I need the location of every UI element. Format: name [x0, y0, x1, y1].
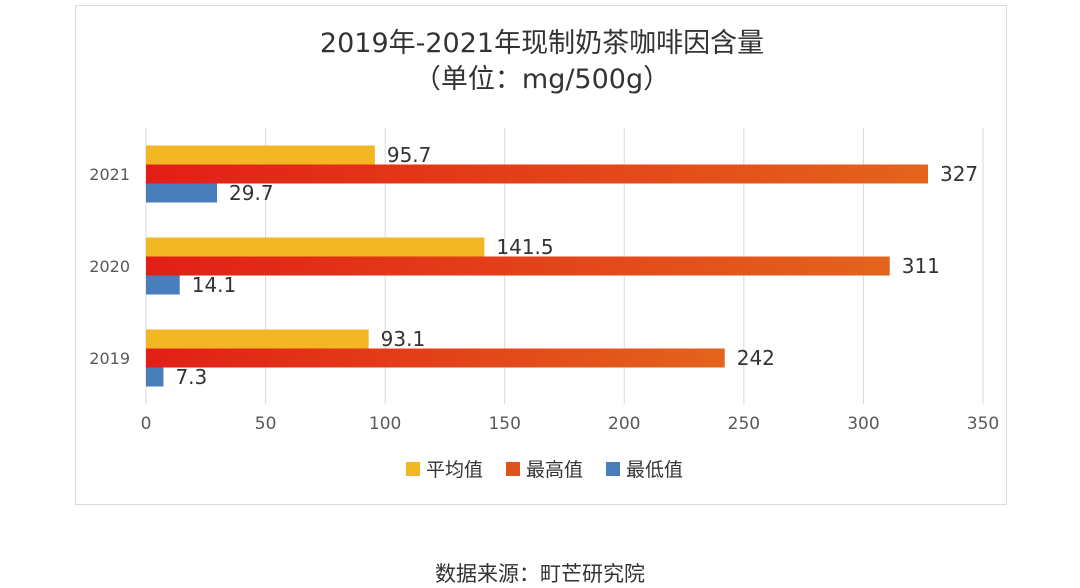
legend-swatch	[406, 462, 420, 476]
data-label: 141.5	[496, 235, 553, 259]
legend-swatch	[506, 462, 520, 476]
avg-bar	[146, 145, 375, 165]
x-tick-label: 150	[488, 414, 520, 434]
max-bar	[146, 256, 890, 276]
x-tick-label: 100	[369, 414, 401, 434]
bar-chart: 2019年-2021年现制奶茶咖啡因含量 （单位：mg/500g） 0 50 100…	[89, 28, 999, 481]
category-label: 2019	[89, 349, 130, 368]
x-tick-label: 200	[608, 414, 640, 434]
max-bar	[146, 348, 725, 368]
min-bar	[146, 367, 164, 387]
data-label: 29.7	[229, 181, 274, 205]
x-tick-label: 0	[141, 414, 152, 434]
chart-title: 2019年-2021年现制奶茶咖啡因含量	[320, 28, 764, 59]
data-label: 242	[737, 346, 775, 370]
data-label: 95.7	[387, 143, 432, 167]
legend: 平均值 最高值 最低值	[406, 459, 683, 481]
legend-label: 最高值	[526, 459, 583, 481]
data-label: 93.1	[381, 327, 426, 351]
avg-bar	[146, 237, 485, 257]
bars	[146, 145, 928, 387]
legend-label: 平均值	[426, 459, 483, 481]
category-label: 2020	[89, 257, 130, 276]
data-label: 327	[940, 162, 978, 186]
category-label: 2021	[89, 165, 130, 184]
data-label: 7.3	[175, 365, 207, 389]
min-bar	[146, 275, 180, 295]
x-tick-label: 250	[728, 414, 760, 434]
x-tick-label: 50	[255, 414, 277, 434]
chart-subtitle: （单位：mg/500g）	[414, 64, 670, 95]
max-bar	[146, 164, 928, 184]
labels: 0 50 100 150 200 250 300 350 2021 95.7 327 29.7 2020…	[89, 143, 999, 434]
data-source: 数据来源：町芒研究院	[435, 562, 645, 586]
avg-bar	[146, 329, 369, 349]
data-label: 14.1	[192, 273, 237, 297]
data-label: 311	[902, 254, 940, 278]
legend-swatch	[606, 462, 620, 476]
min-bar	[146, 183, 218, 203]
chart-frame: 2019年-2021年现制奶茶咖啡因含量 （单位：mg/500g） 0 50 100…	[75, 5, 1007, 505]
legend-label: 最低值	[626, 459, 683, 481]
x-tick-label: 350	[967, 414, 999, 434]
x-tick-label: 300	[847, 414, 879, 434]
